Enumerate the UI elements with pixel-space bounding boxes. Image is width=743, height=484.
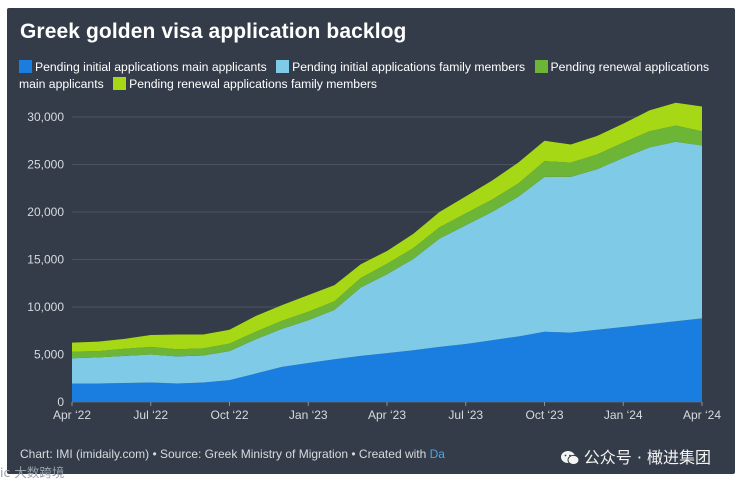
wechat-watermark-text: 公众号 · 橄进集团 bbox=[583, 448, 711, 467]
corner-watermark: ic 大数跨境 bbox=[0, 462, 64, 481]
area-series-2 bbox=[72, 141, 702, 384]
y-tick-label: 10,000 bbox=[27, 300, 64, 314]
legend-item-family-members[interactable]: Pending initial applications family memb… bbox=[276, 60, 528, 74]
wechat-watermark: 公众号 · 橄进集团 bbox=[560, 444, 711, 468]
y-tick-label: 5,000 bbox=[34, 348, 64, 362]
y-tick-label: 25,000 bbox=[27, 158, 64, 172]
x-tick-label: Jul ‘22 bbox=[133, 408, 168, 422]
axis-layer: 0 5,000 10,000 15,000 20,000 25,000 30,000 Apr … bbox=[27, 110, 721, 422]
legend-swatch bbox=[113, 77, 127, 90]
wechat-icon bbox=[560, 451, 580, 466]
corner-watermark-text: 大数跨境 bbox=[14, 465, 65, 480]
x-tick-label: Jul ‘23 bbox=[448, 408, 483, 422]
x-tick-label: Jan ‘23 bbox=[289, 408, 328, 422]
legend-item-main-applicants[interactable]: Pending initial applications main applic… bbox=[19, 60, 270, 74]
chart-footer: Chart: IMI (imidaily.com) • Source: Gree… bbox=[20, 447, 445, 461]
chart-card: Greek golden visa application backlog Pe… bbox=[7, 8, 735, 474]
area-series-3 bbox=[72, 125, 702, 359]
legend-label: Pending initial applications main applic… bbox=[35, 60, 267, 74]
legend-item-renewal-family[interactable]: Pending renewal applications family memb… bbox=[113, 77, 377, 91]
legend-label: Pending initial applications family memb… bbox=[292, 60, 526, 74]
footer-link[interactable]: Da bbox=[429, 447, 445, 461]
legend-label: Pending renewal applications family memb… bbox=[129, 77, 378, 91]
chart-legend: Pending initial applications main applic… bbox=[19, 59, 725, 93]
legend-item-renewal-main[interactable]: Pending renewal applications main applic… bbox=[19, 60, 709, 91]
corner-watermark-prefix: ic bbox=[0, 465, 11, 480]
legend-swatch bbox=[534, 60, 548, 73]
y-tick-label: 15,000 bbox=[27, 253, 64, 267]
area-layer bbox=[72, 102, 702, 402]
legend-label: Pending renewal applications main applic… bbox=[19, 60, 710, 91]
y-tick-label: 30,000 bbox=[27, 110, 64, 124]
x-tick-label: Oct ‘23 bbox=[525, 408, 563, 422]
chart-title: Greek golden visa application backlog bbox=[20, 20, 407, 43]
legend-swatch bbox=[276, 60, 290, 73]
y-tick-label: 0 bbox=[57, 395, 64, 409]
legend-swatch bbox=[19, 60, 32, 73]
chart-plot: 0 5,000 10,000 15,000 20,000 25,000 30,000 Apr … bbox=[27, 102, 721, 422]
area-series-1 bbox=[72, 318, 702, 402]
x-tick-label: Oct ‘22 bbox=[210, 408, 248, 422]
footer-text: Chart: IMI (imidaily.com) • Source: Gree… bbox=[20, 447, 430, 461]
area-series-4 bbox=[72, 102, 702, 352]
x-tick-label: Apr ‘22 bbox=[53, 408, 91, 422]
x-tick-label: Apr ‘24 bbox=[683, 408, 721, 422]
x-tick-label: Jan ‘24 bbox=[604, 408, 643, 422]
x-tick-label: Apr ‘23 bbox=[368, 408, 406, 422]
y-tick-label: 20,000 bbox=[27, 205, 64, 219]
